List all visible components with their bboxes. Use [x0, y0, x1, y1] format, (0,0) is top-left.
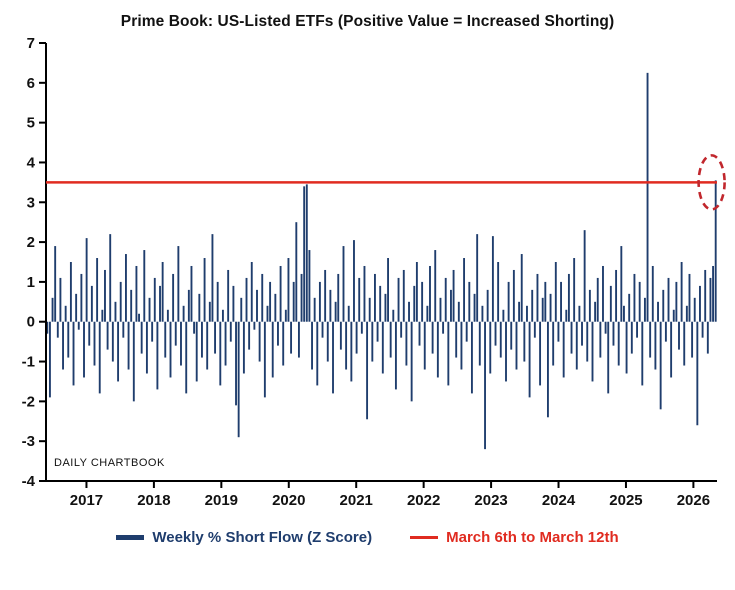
- svg-text:2026: 2026: [677, 492, 710, 509]
- svg-text:-4: -4: [22, 473, 36, 490]
- series-line-swatch: [116, 535, 145, 540]
- svg-text:-3: -3: [22, 433, 35, 450]
- svg-text:1: 1: [27, 274, 35, 291]
- svg-text:5: 5: [27, 115, 35, 132]
- svg-text:3: 3: [27, 194, 35, 211]
- watermark: DAILY CHARTBOOK: [54, 457, 165, 469]
- legend-label-series: Weekly % Short Flow (Z Score): [152, 529, 373, 546]
- svg-text:4: 4: [27, 154, 36, 171]
- legend-item-series: Weekly % Short Flow (Z Score): [116, 529, 372, 546]
- legend-item-reference-line: March 6th to March 12th: [410, 529, 619, 546]
- plot-area: -4 -3 -2 -1 0 1 2 3 4 5 6 7 2017 2018 2019 2020 2021 2022…: [0, 33, 735, 525]
- svg-text:2021: 2021: [340, 492, 373, 509]
- legend: Weekly % Short Flow (Z Score) March 6th …: [0, 525, 735, 546]
- svg-text:2020: 2020: [272, 492, 305, 509]
- svg-text:-1: -1: [22, 354, 35, 371]
- svg-text:7: 7: [27, 35, 35, 52]
- svg-text:2023: 2023: [474, 492, 507, 509]
- svg-text:2019: 2019: [205, 492, 238, 509]
- bar-chart-svg: -4 -3 -2 -1 0 1 2 3 4 5 6 7 2017 2018 2019 2020 2021 2022…: [22, 35, 726, 509]
- svg-text:2022: 2022: [407, 492, 440, 509]
- svg-text:2017: 2017: [70, 492, 103, 509]
- svg-text:2025: 2025: [609, 492, 642, 509]
- legend-label-reference-line: March 6th to March 12th: [446, 529, 619, 546]
- svg-text:-2: -2: [22, 393, 35, 410]
- chart-title: Prime Book: US-Listed ETFs (Positive Val…: [120, 13, 615, 30]
- svg-text:2018: 2018: [137, 492, 170, 509]
- svg-text:0: 0: [27, 314, 35, 331]
- reference-line-swatch: [410, 536, 439, 539]
- svg-text:6: 6: [27, 75, 35, 92]
- svg-text:2: 2: [27, 234, 35, 251]
- svg-text:2024: 2024: [542, 492, 576, 509]
